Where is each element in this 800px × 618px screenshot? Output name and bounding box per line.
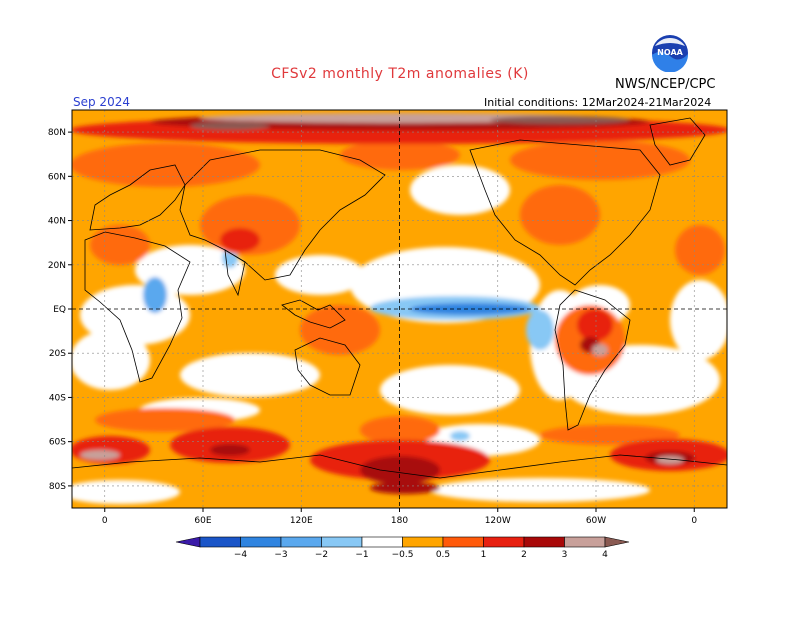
lat-label: 80N [48,128,66,138]
colorbar-label: −2 [315,550,328,560]
lat-label: 80S [49,482,66,492]
lon-label: 0 [691,516,697,526]
colorbar-label: 3 [562,550,568,560]
colorbar: −4 −3 −2 −1 −0.5 0.5 1 2 3 4 [175,536,630,560]
lat-label: 60N [48,172,66,182]
colorbar-label: −3 [274,550,287,560]
coast-africa [84,231,191,383]
lat-label: 40S [49,393,66,403]
colorbar-max-arrow [604,536,630,548]
coast-north-america [469,139,661,286]
coast-europe [89,164,186,231]
colorbar-label: 0.5 [436,550,450,560]
initial-conditions-label: Initial conditions: 12Mar2024-21Mar2024 [484,96,712,109]
coast-south-america [554,289,631,431]
latitude-labels: 80N 60N 40N 20N EQ 20S 40S 60S 80S [48,128,72,492]
graticule [72,110,727,508]
colorbar-segment [321,536,363,548]
colorbar-segment [483,536,525,548]
coast-asia [179,149,386,281]
colorbar-label: 1 [481,550,487,560]
colorbar-segment [199,536,241,548]
colorbar-segment [442,536,484,548]
longitude-labels: 0 60E 120E 180 120W 60W 0 [102,508,697,526]
chart-title: CFSv2 monthly T2m anomalies (K) [271,66,529,82]
colorbar-label: 2 [521,550,527,560]
noaa-logo-icon: NOAA [652,35,689,72]
lon-label: 60W [586,516,606,526]
colorbar-segment [523,536,565,548]
lon-label: 0 [102,516,108,526]
colorbar-segment [564,536,606,548]
lat-label: EQ [53,305,66,315]
colorbar-segment [240,536,282,548]
colorbar-label: 4 [602,550,608,560]
colorbar-label: −1 [355,550,368,560]
map-field [72,110,727,508]
colorbar-min-arrow [175,536,201,548]
lat-label: 60S [49,438,66,448]
field-cool-africa [143,277,167,313]
colorbar-segment [361,536,403,548]
forecast-month-label: Sep 2024 [73,95,130,109]
lon-label: 180 [391,516,408,526]
colorbar-label: −0.5 [392,550,414,560]
org-label: NWS/NCEP/CPC [615,77,716,92]
colorbar-segment [280,536,322,548]
lon-label: 120W [485,516,511,526]
colorbar-segment [402,536,444,548]
field-warm-europe [72,143,260,187]
lon-label: 120E [290,516,313,526]
coastlines [72,117,727,479]
colorbar-label: −4 [234,550,248,560]
coast-antarctica [72,454,727,479]
coast-australia [294,337,361,396]
logo-text: NOAA [657,48,683,57]
lon-label: 60E [194,516,211,526]
lat-label: 20N [48,261,66,271]
lat-label: 20S [49,349,66,359]
lat-label: 40N [48,217,66,227]
